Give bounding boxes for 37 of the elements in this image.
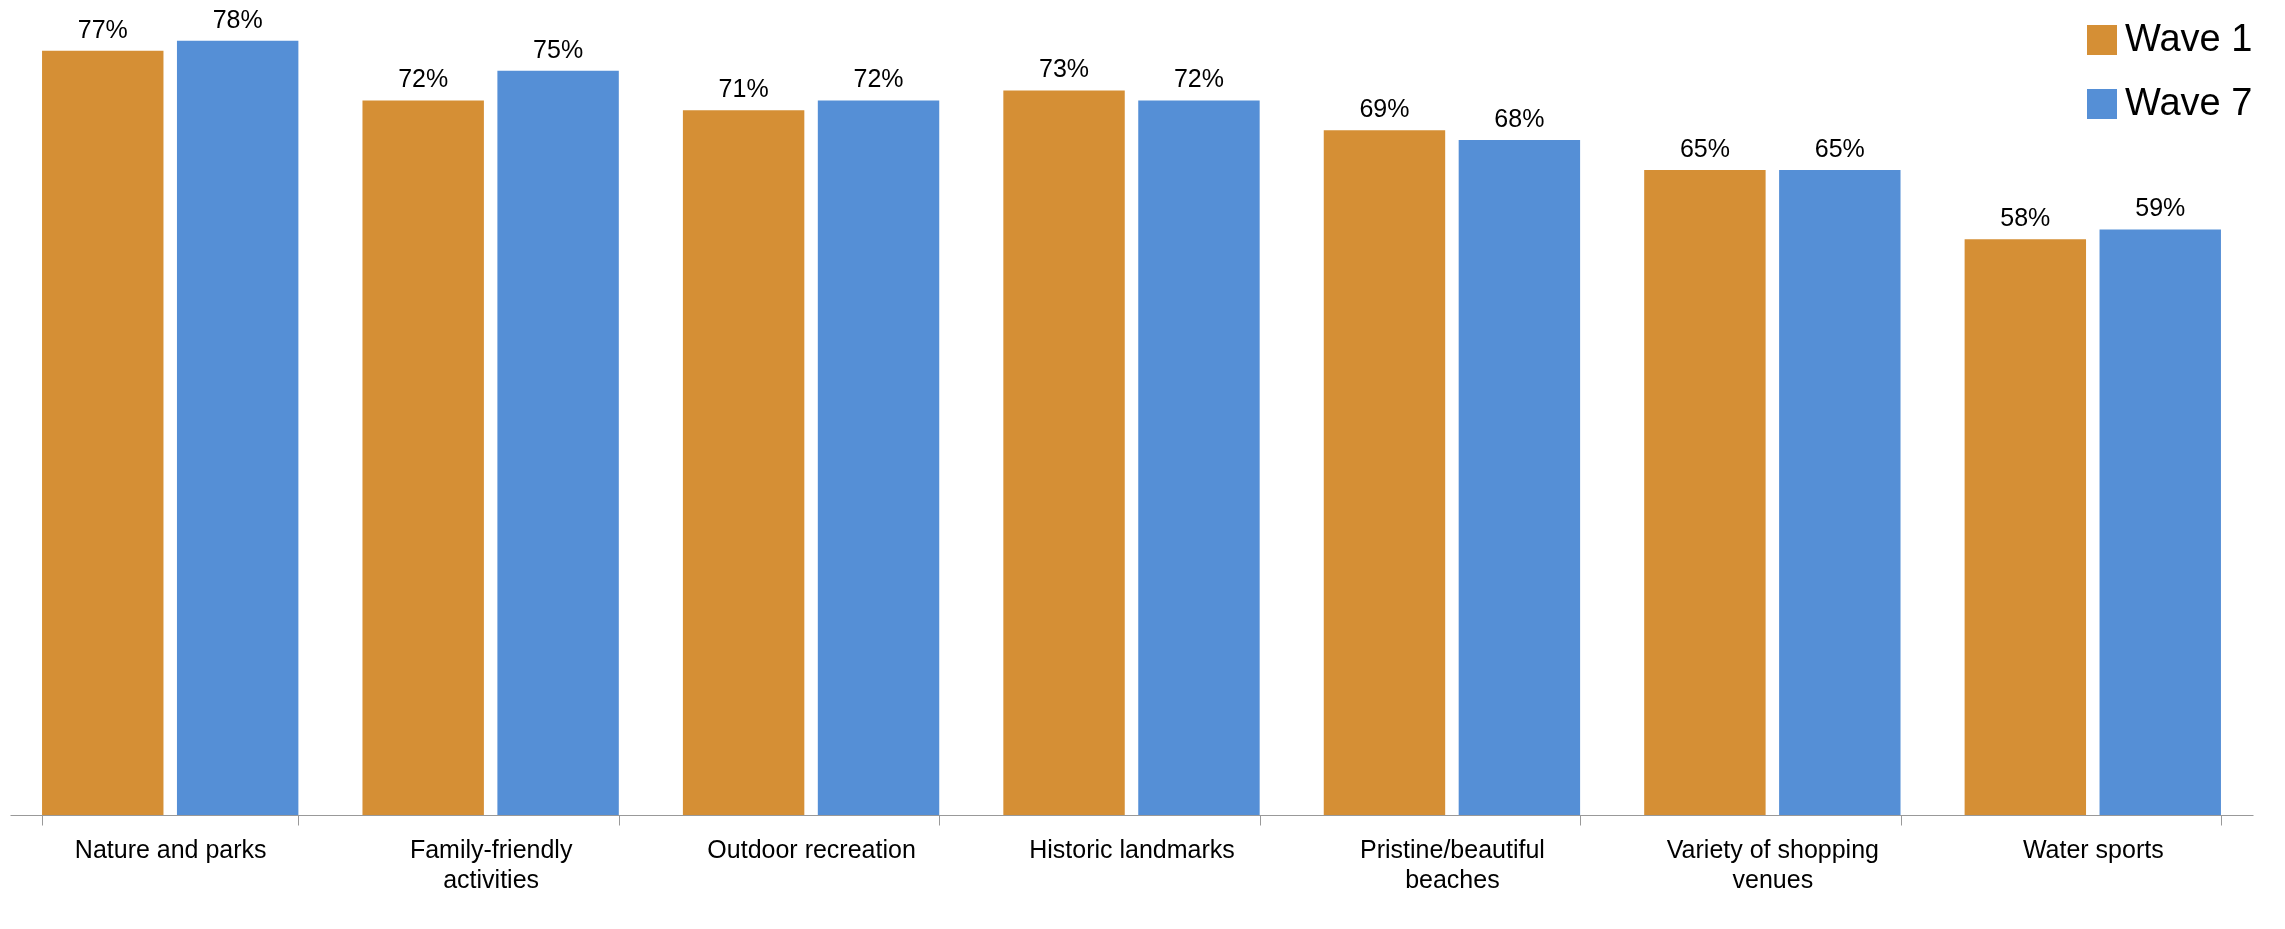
bar [1779,169,1901,815]
data-label: 71% [718,74,769,103]
data-label: 59% [2135,193,2186,222]
bar [1138,100,1260,815]
data-label: 77% [77,14,128,43]
data-label: 72% [853,64,904,93]
bar [1458,140,1581,815]
bar [1003,90,1125,815]
data-label: 65% [1814,133,1865,162]
bar [2099,229,2221,815]
x-tick-label: Family-friendly activities [409,834,573,893]
x-tick-label: Pristine/beautiful beaches [1360,834,1545,893]
x-tick-label: Nature and parks [74,834,267,863]
data-label: 75% [533,34,584,63]
data-label: 73% [1039,54,1090,83]
data-label: 68% [1494,104,1545,133]
x-tick-label: Historic landmarks [1029,834,1235,863]
data-label: 65% [1679,133,1730,162]
bar [1323,130,1446,815]
bar [1644,169,1766,815]
x-tick-label: Outdoor recreation [707,834,916,863]
legend-label: Wave 1 [2125,17,2253,59]
x-tick-label: Water sports [2022,834,2164,863]
data-label: 58% [2000,203,2051,232]
x-tick-label: Variety of shopping venues [1666,834,1879,893]
data-label: 78% [212,4,263,33]
data-label: 72% [398,64,449,93]
legend-label: Wave 7 [2125,81,2253,123]
bar [497,70,619,815]
bar [176,40,299,815]
bar [682,110,805,815]
bar [42,50,164,815]
bar [817,100,940,815]
data-label: 69% [1359,94,1410,123]
data-label: 72% [1173,64,1224,93]
bar [362,100,484,815]
bar [1964,239,2087,815]
